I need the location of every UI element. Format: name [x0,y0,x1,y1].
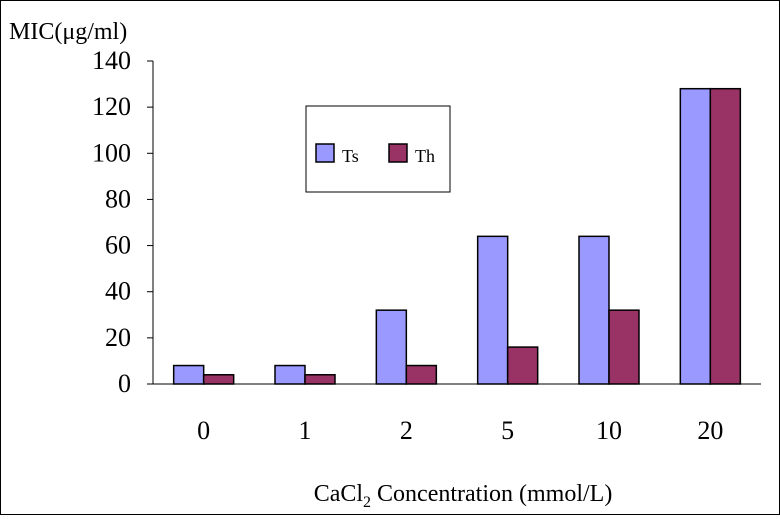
bar-th-5 [506,346,539,385]
y-tick-label: 0 [118,369,131,398]
x-tick-label: 2 [400,416,413,445]
y-axis: 0 20 40 60 80 100 120 140 [92,46,154,398]
x-axis-label-suffix: Concentration (mmol/L) [371,481,612,507]
x-axis-label-prefix: CaCl [314,481,364,507]
y-axis-label: MIC(μg/ml) [9,19,127,45]
bar-th-10 [608,309,640,385]
y-tick-label: 20 [105,323,131,352]
x-tick-label: 5 [501,416,514,445]
bars [172,87,742,385]
legend-box [305,105,451,193]
x-tick-label: 20 [697,416,723,445]
y-tick-label: 120 [92,92,131,121]
x-tick-label: 1 [299,416,312,445]
y-tick-label: 40 [105,277,131,306]
bar-ts-0 [172,364,205,385]
bar-ts-10 [578,235,610,385]
x-axis-label-subscript: 2 [363,494,371,511]
legend-label-ts: Ts [342,146,359,166]
bar-ts-1 [274,364,306,385]
y-tick-label: 80 [105,184,131,213]
y-tick-label: 100 [92,138,131,167]
x-tick-label: 0 [197,416,210,445]
bar-th-2 [405,364,438,385]
bar-ts-5 [476,235,509,385]
bar-th-0 [202,374,235,385]
x-tick-label: 10 [596,416,622,445]
bar-ts-2 [375,309,408,385]
legend: Ts Th [305,105,451,193]
bar-ts-20 [679,87,712,385]
legend-swatch-th [388,143,408,163]
legend-swatch-ts [315,143,335,163]
y-tick-label: 60 [105,231,131,260]
y-tick-label: 140 [92,46,131,75]
bar-th-20 [709,87,742,385]
x-axis-label: CaCl2 Concentration (mmol/L) [314,481,613,511]
legend-label-th: Th [415,146,435,166]
x-axis: 0 1 2 5 10 20 [153,383,761,445]
bar-th-1 [304,374,336,385]
